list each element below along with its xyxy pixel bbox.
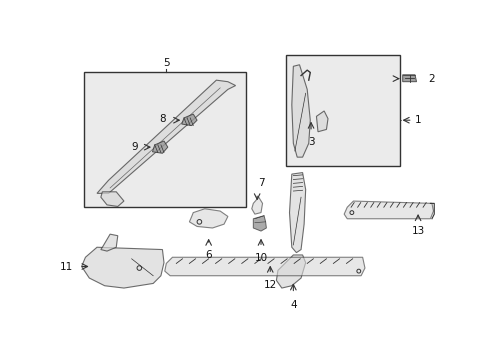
Polygon shape <box>152 141 167 153</box>
Polygon shape <box>97 80 235 193</box>
Polygon shape <box>253 216 266 231</box>
Text: 6: 6 <box>205 249 211 260</box>
Text: 2: 2 <box>427 73 434 84</box>
Polygon shape <box>101 192 123 206</box>
Text: 3: 3 <box>307 137 314 147</box>
Bar <box>285 55 399 166</box>
Text: 12: 12 <box>263 280 276 291</box>
Polygon shape <box>251 197 262 214</box>
Bar <box>84 72 245 207</box>
Text: 7: 7 <box>257 178 264 188</box>
Polygon shape <box>164 257 364 276</box>
Polygon shape <box>276 255 305 288</box>
Text: 4: 4 <box>289 300 296 310</box>
Text: 11: 11 <box>60 261 73 271</box>
Polygon shape <box>289 172 305 253</box>
Text: 13: 13 <box>410 226 424 236</box>
Polygon shape <box>316 111 327 132</box>
Text: 9: 9 <box>131 142 138 152</box>
Polygon shape <box>182 114 197 126</box>
Polygon shape <box>81 247 163 288</box>
Polygon shape <box>189 209 227 228</box>
Text: 1: 1 <box>414 115 421 125</box>
Polygon shape <box>344 201 432 219</box>
Text: 5: 5 <box>163 58 169 68</box>
Polygon shape <box>402 75 416 82</box>
Polygon shape <box>101 234 118 251</box>
Polygon shape <box>291 65 310 157</box>
Text: 8: 8 <box>160 114 166 125</box>
Text: 10: 10 <box>254 253 267 263</box>
